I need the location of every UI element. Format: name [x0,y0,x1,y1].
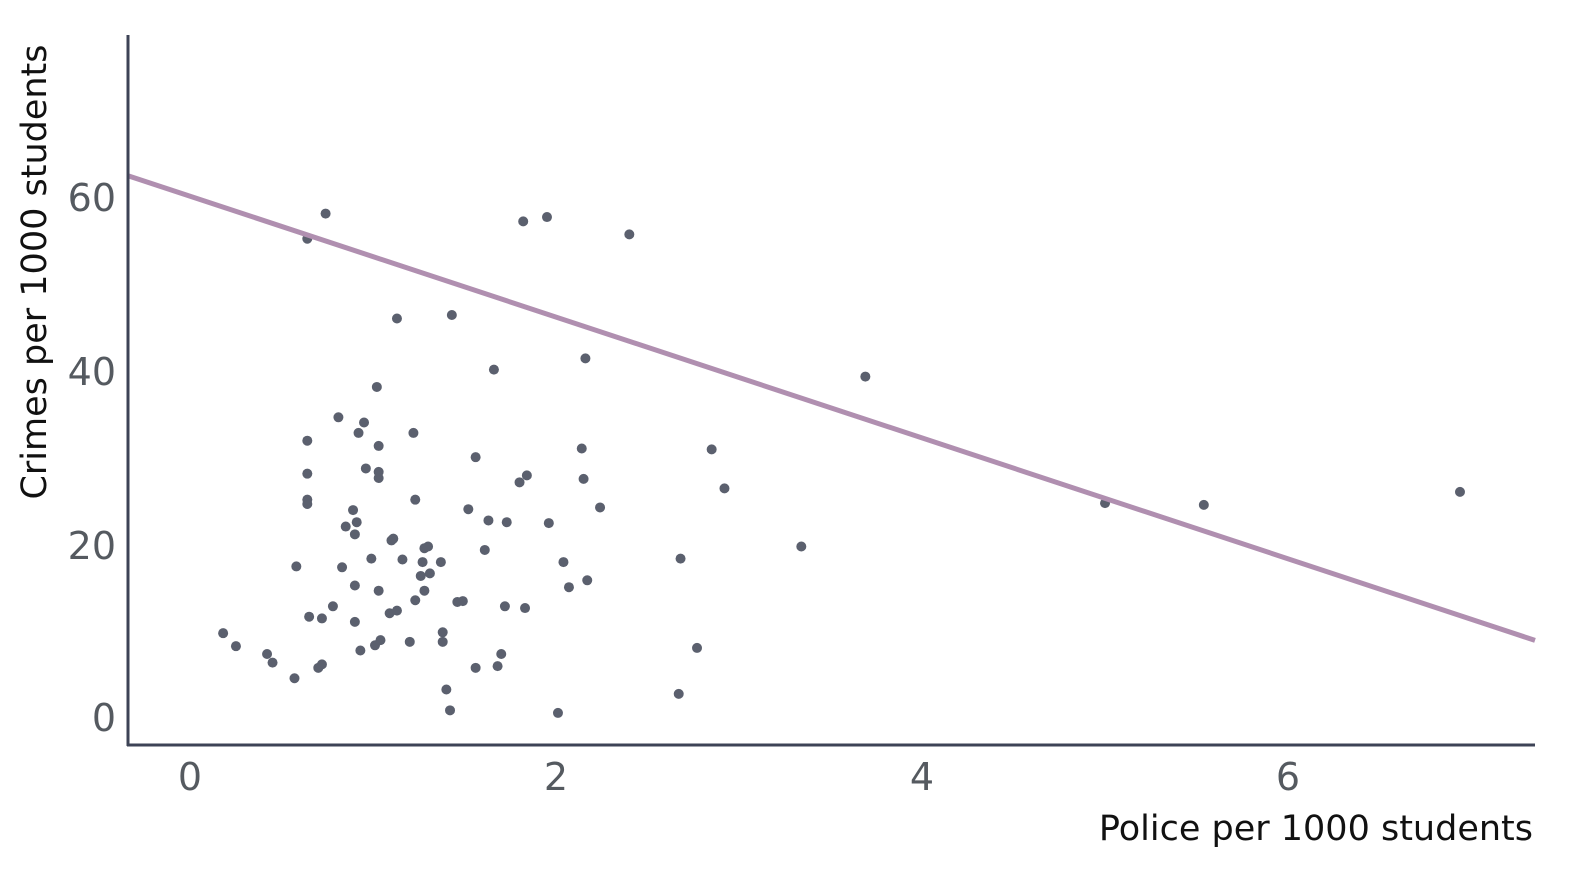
data-point [408,427,419,438]
data-point [1454,486,1465,497]
data-point [496,648,507,659]
data-point [349,580,360,591]
data-point [337,562,348,573]
data-point [499,601,510,612]
data-point [415,570,426,581]
data-point [360,463,371,474]
data-point [860,371,871,382]
data-point [410,595,421,606]
x-tick-label: 6 [1276,755,1300,799]
data-point [521,470,532,481]
data-point [417,557,428,568]
data-point [348,505,359,516]
data-point [366,553,377,564]
data-point [316,613,327,624]
points-layer [218,208,1465,718]
data-point [558,557,569,568]
data-point [375,635,386,646]
data-point [520,603,531,614]
fit-line [127,173,1536,643]
data-point [692,642,703,653]
data-point [340,521,351,532]
data-point [719,483,730,494]
data-point [492,661,503,672]
data-point [391,313,402,324]
data-point [488,364,499,375]
data-point [437,636,448,647]
x-axis-label: Police per 1000 students [1099,809,1533,849]
data-point [349,616,360,627]
data-point [373,585,384,596]
data-point [576,443,587,454]
data-point [316,659,327,670]
data-point [624,229,635,240]
data-point [470,662,481,673]
data-point [445,705,456,716]
data-point [373,466,384,477]
data-point [483,515,494,526]
data-point [302,498,313,509]
data-point [410,494,421,505]
data-point [289,673,300,684]
data-point [446,310,457,321]
data-point [359,417,370,428]
y-tick-label: 40 [68,350,116,394]
data-point [327,601,338,612]
data-point [423,541,434,552]
y-tick-label: 20 [68,524,116,568]
data-point [349,529,360,540]
y-tick-label: 60 [68,176,116,220]
data-point [404,636,415,647]
data-point [320,208,331,219]
data-point [262,648,273,659]
data-point [514,477,525,488]
data-point [501,517,512,528]
data-point [218,628,229,639]
x-tick-label: 0 [178,755,202,799]
data-point [441,684,452,695]
data-point [582,575,593,586]
data-point [541,212,552,223]
data-point [267,657,278,668]
data-point [1198,499,1209,510]
data-point [371,381,382,392]
data-point [578,473,589,484]
data-point [518,216,529,227]
y-axis-label: Crimes per 1000 students [15,44,55,499]
data-point [796,541,807,552]
data-point [552,707,563,718]
data-point [580,353,591,364]
x-tick-label: 2 [544,755,568,799]
data-point [419,585,430,596]
data-point [373,440,384,451]
data-point [351,517,362,528]
data-point [333,412,344,423]
y-tick-label: 0 [92,696,116,740]
data-point [230,641,241,652]
data-point [479,544,490,555]
data-point [435,557,446,568]
x-tick-label: 4 [910,755,934,799]
data-point [304,611,315,622]
data-point [388,533,399,544]
data-point [391,605,402,616]
data-point [397,554,408,565]
data-point [463,504,474,515]
data-point [595,502,606,513]
data-point [457,596,468,607]
data-point [424,568,435,579]
data-point [302,468,313,479]
data-point [563,582,574,593]
data-point [302,435,313,446]
data-point [673,688,684,699]
data-point [355,645,366,656]
data-point [706,444,717,455]
data-point [675,553,686,564]
data-point [353,427,364,438]
data-point [437,627,448,638]
data-point [543,518,554,529]
data-point [470,452,481,463]
data-point [291,561,302,572]
